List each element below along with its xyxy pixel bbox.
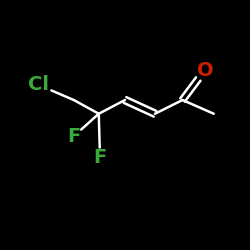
Text: F: F [67,127,80,146]
Text: Cl: Cl [28,76,49,94]
Text: O: O [197,60,213,80]
Text: F: F [94,148,106,167]
